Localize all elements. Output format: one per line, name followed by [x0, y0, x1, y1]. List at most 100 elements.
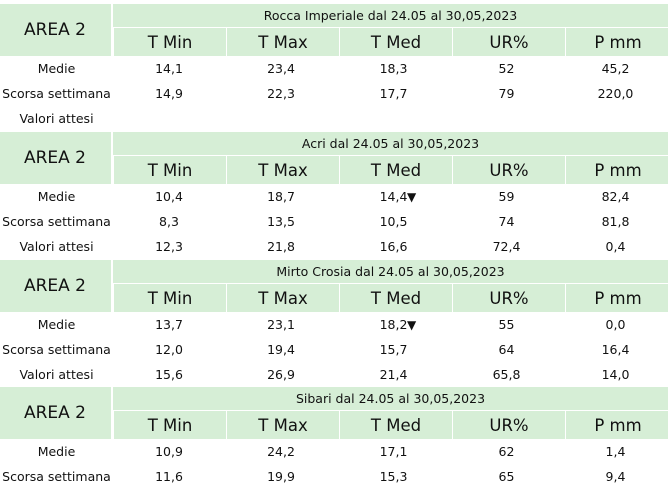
data-cell: 15,7	[379, 342, 408, 357]
station-block: AREA 2 Acri dal 24.05 al 30,05,2023 T Min T…	[0, 132, 668, 259]
column-header: UR%	[452, 411, 565, 439]
data-cell: 62	[498, 444, 515, 459]
station-header: AREA 2 Sibari dal 24.05 al 30,05,2023 T Mi…	[0, 387, 668, 439]
data-cell: 14,9	[155, 86, 183, 101]
column-header: T Min	[113, 28, 226, 56]
data-cell: 10,4	[155, 189, 183, 204]
data-cell: 14,1	[155, 61, 183, 76]
column-header: P mm	[565, 411, 668, 439]
row-label: Valori attesi	[19, 239, 94, 254]
row-label: Valori attesi	[19, 367, 94, 382]
area-label: AREA 2	[23, 148, 87, 168]
column-header: T Med	[339, 284, 452, 312]
data-cell: 59	[498, 189, 515, 204]
data-row: Medie 14,1 23,4 18,3 52 45,2	[0, 56, 668, 81]
station-title: Acri dal 24.05 al 30,05,2023	[113, 132, 668, 156]
row-label: Medie	[37, 317, 76, 332]
header-divider	[111, 4, 113, 56]
data-cell: 9,4	[605, 469, 626, 484]
station-block: AREA 2 Mirto Crosia dal 24.05 al 30,05,20…	[0, 260, 668, 387]
station-header: AREA 2 Acri dal 24.05 al 30,05,2023 T Min T…	[0, 132, 668, 184]
data-row: Valori attesi 12,3 21,8 16,6 72,4 0,4	[0, 234, 668, 259]
data-cell: 17,1	[379, 444, 408, 459]
column-headers: T Min T Max T Med UR% P mm	[113, 411, 668, 439]
data-cell: 17,7	[379, 86, 408, 101]
data-cell: 82,4	[601, 189, 630, 204]
station-block: AREA 2 Sibari dal 24.05 al 30,05,2023 T Mi…	[0, 387, 668, 489]
column-header: P mm	[565, 156, 668, 184]
area-label: AREA 2	[23, 20, 87, 40]
column-headers: T Min T Max T Med UR% P mm	[113, 284, 668, 312]
data-row: Valori attesi 15,6 26,9 21,4 65,8 14,0	[0, 362, 668, 387]
row-label: Valori attesi	[19, 111, 94, 126]
column-header: T Min	[113, 411, 226, 439]
data-cell: 16,4	[601, 342, 630, 357]
data-row: Scorsa settimana 8,3 13,5 10,5 74 81,8	[0, 209, 668, 234]
data-row: Medie 10,9 24,2 17,1 62 1,4	[0, 439, 668, 464]
column-header: UR%	[452, 284, 565, 312]
data-cell: 0,4	[605, 239, 626, 254]
row-label: Scorsa settimana	[2, 342, 111, 357]
column-header: T Med	[339, 28, 452, 56]
column-header: T Min	[113, 284, 226, 312]
data-cell: 8,3	[159, 214, 179, 229]
data-cell: 79	[498, 86, 515, 101]
data-cell: 65,8	[492, 367, 521, 382]
data-row: Medie 13,7 23,1 18,2 ▼ 55 0,0	[0, 312, 668, 337]
data-row: Scorsa settimana 14,9 22,3 17,7 79 220,0	[0, 81, 668, 106]
data-cell: 14,4 ▼	[379, 189, 417, 204]
data-cell: 18,2 ▼	[379, 317, 417, 332]
column-header: P mm	[565, 284, 668, 312]
data-cell: 23,4	[267, 61, 295, 76]
station-title: Sibari dal 24.05 al 30,05,2023	[113, 387, 668, 411]
data-cell: 13,5	[267, 214, 295, 229]
column-header: T Max	[226, 284, 339, 312]
data-cell: 26,9	[267, 367, 295, 382]
data-cell: 1,4	[605, 444, 626, 459]
column-headers: T Min T Max T Med UR% P mm	[113, 156, 668, 184]
data-cell: 72,4	[492, 239, 521, 254]
column-header: UR%	[452, 156, 565, 184]
area-label: AREA 2	[23, 403, 87, 423]
station-header: AREA 2 Rocca Imperiale dal 24.05 al 30,05…	[0, 4, 668, 56]
data-cell: 10,5	[379, 214, 408, 229]
data-cell: 23,1	[267, 317, 295, 332]
data-cell: 220,0	[597, 86, 634, 101]
data-cell: 45,2	[601, 61, 630, 76]
column-header: T Med	[339, 411, 452, 439]
data-cell: 13,7	[155, 317, 183, 332]
column-headers: T Min T Max T Med UR% P mm	[113, 28, 668, 56]
data-row: Valori attesi	[0, 106, 668, 131]
data-cell: 10,9	[155, 444, 183, 459]
data-cell: 18,3	[379, 61, 408, 76]
header-divider	[111, 387, 113, 439]
data-cell: 19,4	[267, 342, 295, 357]
data-cell: 14,0	[601, 367, 630, 382]
data-cell: 21,4	[379, 367, 408, 382]
trend-down-icon: ▼	[407, 318, 417, 332]
area-label: AREA 2	[23, 276, 87, 296]
column-header: T Min	[113, 156, 226, 184]
column-header: UR%	[452, 28, 565, 56]
data-cell: 12,0	[155, 342, 183, 357]
data-row: Scorsa settimana 11,6 19,9 15,3 65 9,4	[0, 464, 668, 489]
data-cell: 52	[498, 61, 515, 76]
data-cell: 65	[498, 469, 515, 484]
data-cell: 21,8	[267, 239, 295, 254]
trend-down-icon: ▼	[407, 190, 417, 204]
data-cell: 0,0	[605, 317, 626, 332]
data-cell: 24,2	[267, 444, 295, 459]
data-cell: 19,9	[267, 469, 295, 484]
row-label: Medie	[37, 444, 76, 459]
station-title: Mirto Crosia dal 24.05 al 30,05,2023	[113, 260, 668, 284]
data-cell: 81,8	[601, 214, 630, 229]
column-header: T Max	[226, 156, 339, 184]
station-block: AREA 2 Rocca Imperiale dal 24.05 al 30,05…	[0, 4, 668, 131]
data-cell: 16,6	[379, 239, 408, 254]
row-label: Scorsa settimana	[2, 86, 111, 101]
header-divider	[111, 132, 113, 184]
data-cell: 12,3	[155, 239, 183, 254]
column-header: P mm	[565, 28, 668, 56]
column-header: T Max	[226, 411, 339, 439]
